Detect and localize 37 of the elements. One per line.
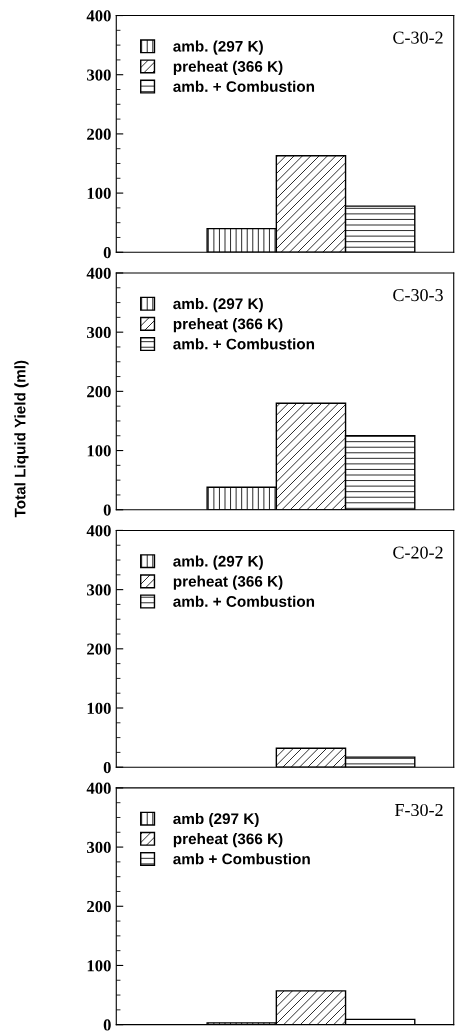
legend-label: amb. + Combustion [173,338,315,350]
legend-label: preheat (366 K) [173,575,283,590]
y-tick-label: 300 [87,326,111,339]
legend-label: amb. (297 K) [173,40,263,55]
legend-label: preheat (366 K) [173,60,283,75]
y-tick-label: 200 [87,900,111,913]
y-tick-label: 200 [87,128,111,140]
text: F-30-2 [394,803,443,817]
y-tick-label: 400 [86,267,111,279]
y-tick-label: 300 [87,841,111,854]
y-tick-label: 300 [87,69,111,81]
y-tick-label: 400 [86,10,111,22]
y-tick-label: 300 [87,584,111,596]
y-tick-label: 100 [87,187,111,200]
legend-label: amb + Combustion [173,853,310,865]
y-tick-label: 0 [103,761,111,774]
legend-label: amb. + Combustion [173,80,315,92]
y-tick-label: 100 [87,960,111,972]
legend-label: preheat (366 K) [173,833,283,848]
y-tick-label: 200 [87,386,111,398]
legend-label: amb. (297 K) [173,555,263,570]
y-axis-title: Total Liquid Yield (ml) [14,360,29,518]
legend-label: amb. + Combustion [173,595,315,607]
legend-label: amb (297 K) [173,812,259,828]
text: C-30-3 [393,288,443,302]
legend-label: amb. (297 K) [173,297,263,313]
text: C-20-2 [393,546,443,559]
legend-label: preheat (366 K) [173,318,283,333]
y-tick-label: 200 [87,643,111,655]
y-tick-label: 0 [103,504,111,516]
y-tick-label: 0 [103,1019,111,1031]
text: C-30-2 [393,31,443,44]
y-tick-label: 0 [103,246,111,259]
y-tick-label: 100 [87,445,111,457]
y-tick-label: 100 [87,702,111,714]
y-tick-label: 400 [86,782,111,794]
y-tick-label: 400 [86,525,111,537]
